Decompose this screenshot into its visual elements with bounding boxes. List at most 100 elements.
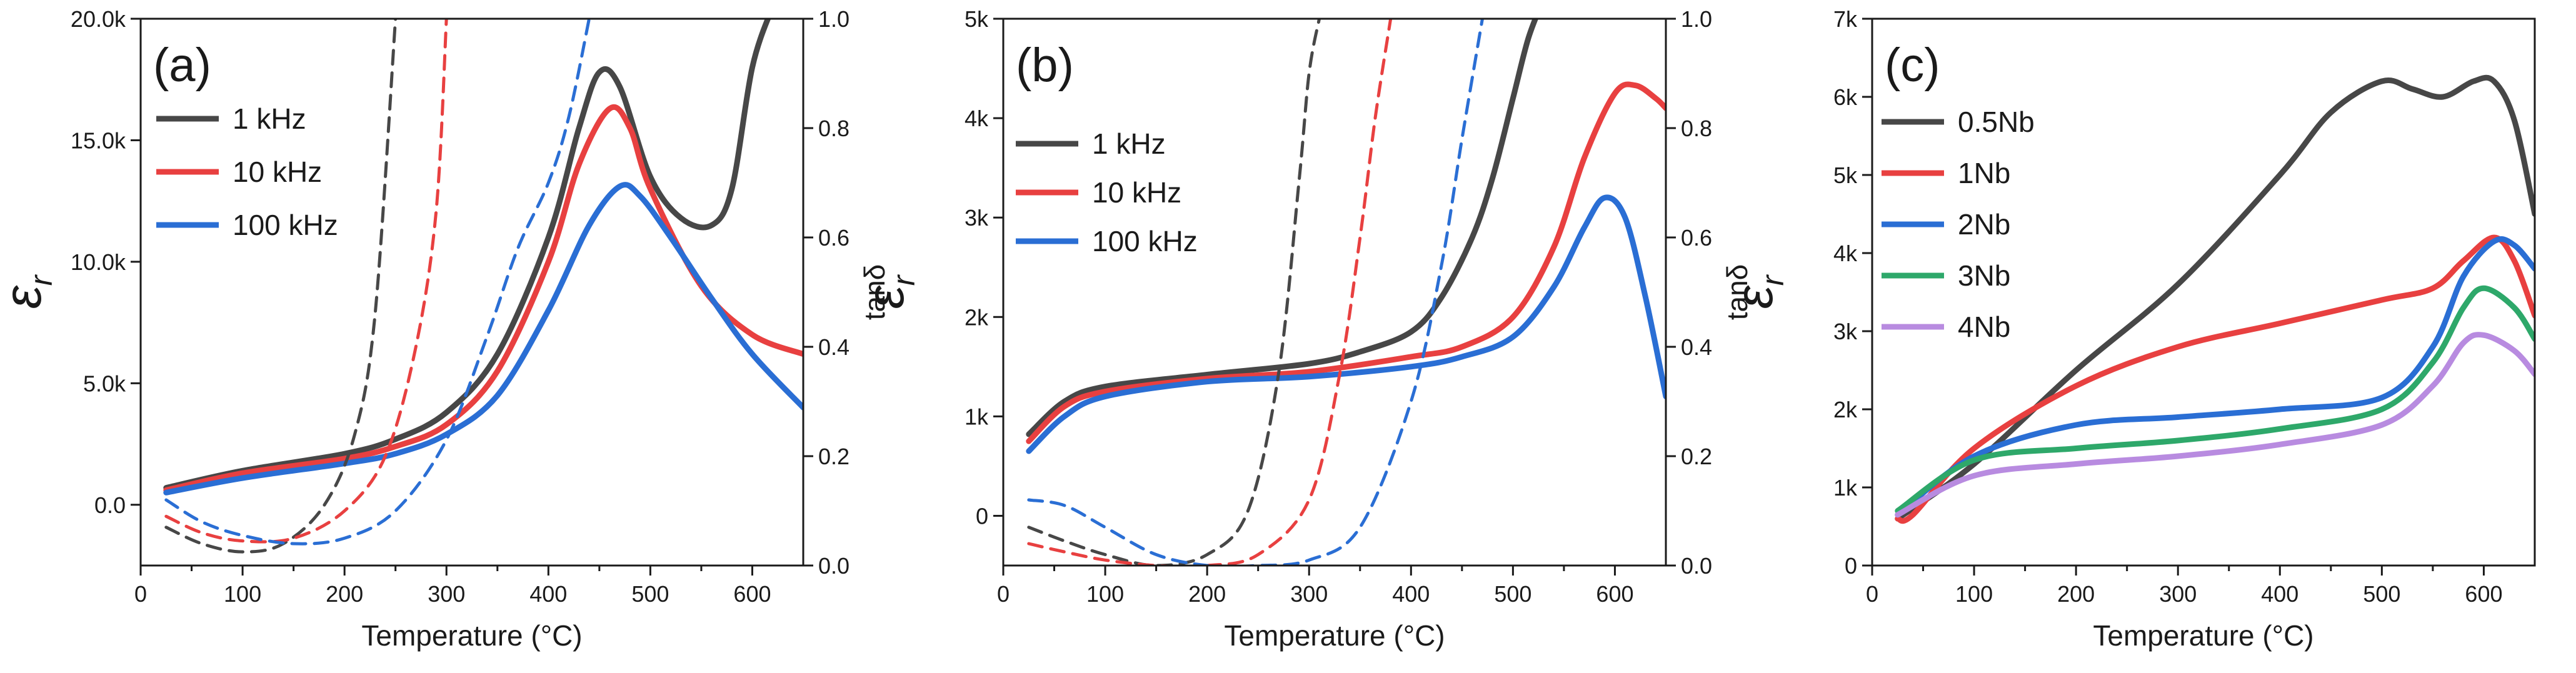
plot-frame bbox=[1002, 17, 1667, 567]
series-group bbox=[1895, 74, 2535, 524]
y2-tick-label: 0.4 bbox=[818, 334, 849, 360]
plot-frame bbox=[1871, 17, 2536, 567]
series-line-10-khz-tan bbox=[1027, 19, 1393, 566]
panel-b: 0 100 200 300 400 500 600 0 1k 2k 3k 4k 5k 0.0 0.2 0.4 0… bbox=[856, 6, 1753, 652]
x-tick-label: 500 bbox=[631, 581, 669, 607]
y2-axis-title: tanδ bbox=[858, 264, 891, 321]
y-tick-label: 0 bbox=[976, 503, 988, 529]
legend: 1 kHz 10 kHz 100 kHz bbox=[1016, 127, 1198, 257]
y-tick-label: 10.0k bbox=[71, 249, 126, 275]
x-axis-title: Temperature (°C) bbox=[361, 619, 582, 652]
series-line-2nb bbox=[1895, 236, 2535, 518]
x-tick-label: 200 bbox=[1188, 581, 1226, 607]
y2-tick-label: 0.6 bbox=[818, 225, 849, 251]
legend-label: 10 kHz bbox=[233, 156, 322, 188]
panel-a: 0 100 200 300 400 500 600 0.0 5.0k 10.0k 15.0k 20.0… bbox=[0, 6, 891, 652]
legend-label: 100 kHz bbox=[1092, 225, 1198, 257]
x-tick-label: 400 bbox=[529, 581, 567, 607]
series-line-4nb bbox=[1895, 331, 2535, 518]
x-tick-label: 300 bbox=[1290, 581, 1328, 607]
series-line-1-khz-tan bbox=[1027, 19, 1321, 566]
y-axis-title: εr bbox=[1725, 274, 1790, 309]
legend-label: 1 kHz bbox=[233, 102, 306, 135]
y-tick-label: 15.0k bbox=[71, 127, 126, 153]
series-line-1-khz bbox=[163, 19, 771, 491]
series-line-100-khz-tan bbox=[1027, 19, 1484, 566]
panel-label: (b) bbox=[1016, 39, 1074, 92]
y-tick-label: 1k bbox=[1833, 475, 1858, 501]
series-line-10-khz bbox=[1026, 81, 1666, 444]
x-tick-label: 100 bbox=[1955, 581, 1993, 607]
legend-label: 100 kHz bbox=[233, 209, 338, 241]
x-tick-label: 100 bbox=[1086, 581, 1124, 607]
series-line-0-5nb bbox=[1895, 74, 2535, 522]
series-line-1nb bbox=[1895, 234, 2535, 524]
plot-frame bbox=[139, 17, 804, 567]
y-tick-label: 5k bbox=[1833, 162, 1858, 188]
x-tick-label: 300 bbox=[428, 581, 465, 607]
legend-label: 10 kHz bbox=[1092, 176, 1181, 209]
x-tick-label: 600 bbox=[2465, 581, 2502, 607]
y2-tick-label: 0.0 bbox=[1681, 553, 1712, 579]
legend-label: 4Nb bbox=[1958, 311, 2010, 343]
y-tick-label: 3k bbox=[1833, 319, 1858, 344]
series-line-10-khz-tan bbox=[164, 19, 448, 544]
x-tick-label: 400 bbox=[2261, 581, 2298, 607]
y-tick-label: 0 bbox=[1845, 553, 1857, 579]
legend-label: 1Nb bbox=[1958, 157, 2010, 189]
x-tick-label: 300 bbox=[2159, 581, 2197, 607]
series-line-1-khz bbox=[1026, 19, 1539, 437]
y-axis-title: εr bbox=[0, 274, 59, 309]
legend: 0.5Nb 1Nb 2Nb 3Nb 4Nb bbox=[1882, 106, 2035, 343]
y2-tick-label: 0.2 bbox=[818, 444, 849, 469]
series-group bbox=[163, 19, 803, 554]
y-tick-label: 1k bbox=[965, 404, 989, 429]
x-tick-label: 100 bbox=[224, 581, 261, 607]
y2-tick-label: 0.2 bbox=[1681, 444, 1712, 469]
x-tick-label: 200 bbox=[326, 581, 363, 607]
legend-label: 2Nb bbox=[1958, 208, 2010, 241]
y-tick-label: 3k bbox=[965, 205, 989, 231]
legend-label: 0.5Nb bbox=[1958, 106, 2035, 138]
y-tick-label: 5k bbox=[965, 6, 989, 32]
series-line-3nb bbox=[1895, 285, 2535, 514]
y2-tick-label: 0.8 bbox=[818, 116, 849, 141]
x-tick-label: 400 bbox=[1392, 581, 1430, 607]
x-tick-label: 600 bbox=[733, 581, 771, 607]
y-tick-label: 2k bbox=[1833, 397, 1858, 422]
y-tick-label: 0.0 bbox=[94, 492, 126, 518]
y-axis-title: εr bbox=[856, 274, 921, 309]
y2-tick-label: 0.4 bbox=[1681, 334, 1712, 360]
x-tick-label: 500 bbox=[2363, 581, 2400, 607]
y-tick-label: 2k bbox=[965, 304, 989, 330]
panel-label: (c) bbox=[1885, 39, 1940, 92]
x-tick-label: 0 bbox=[134, 581, 147, 607]
series-line-100-khz bbox=[1026, 194, 1666, 454]
y-tick-label: 4k bbox=[965, 106, 989, 131]
y2-tick-label: 0.8 bbox=[1681, 116, 1712, 141]
x-axis-title: Temperature (°C) bbox=[2093, 619, 2313, 652]
y-tick-label: 6k bbox=[1833, 84, 1858, 110]
y2-tick-label: 0.0 bbox=[818, 553, 849, 579]
y2-tick-label: 1.0 bbox=[1681, 6, 1712, 32]
x-tick-label: 600 bbox=[1596, 581, 1633, 607]
y-tick-label: 5.0k bbox=[83, 371, 126, 396]
series-line-100-khz-tan bbox=[164, 19, 591, 546]
series-group bbox=[1026, 19, 1666, 566]
panel-c: 0 100 200 300 400 500 600 0 1k 2k 3k 4k 5k 6k 7k Temper… bbox=[1725, 6, 2536, 652]
series-line-1-khz-tan bbox=[164, 19, 398, 554]
y2-tick-label: 0.6 bbox=[1681, 225, 1712, 251]
x-tick-label: 0 bbox=[1866, 581, 1878, 607]
legend-label: 1 kHz bbox=[1092, 127, 1166, 160]
y-tick-label: 4k bbox=[1833, 241, 1858, 266]
y-tick-label: 20.0k bbox=[71, 6, 126, 32]
panel-label: (a) bbox=[153, 39, 211, 92]
x-tick-label: 200 bbox=[2057, 581, 2095, 607]
legend: 1 kHz 10 kHz 100 kHz bbox=[156, 102, 338, 241]
y2-axis-title: tanδ bbox=[1721, 264, 1753, 321]
x-axis-title: Temperature (°C) bbox=[1224, 619, 1445, 652]
x-tick-label: 500 bbox=[1494, 581, 1531, 607]
x-tick-label: 0 bbox=[997, 581, 1010, 607]
y2-tick-label: 1.0 bbox=[818, 6, 849, 32]
